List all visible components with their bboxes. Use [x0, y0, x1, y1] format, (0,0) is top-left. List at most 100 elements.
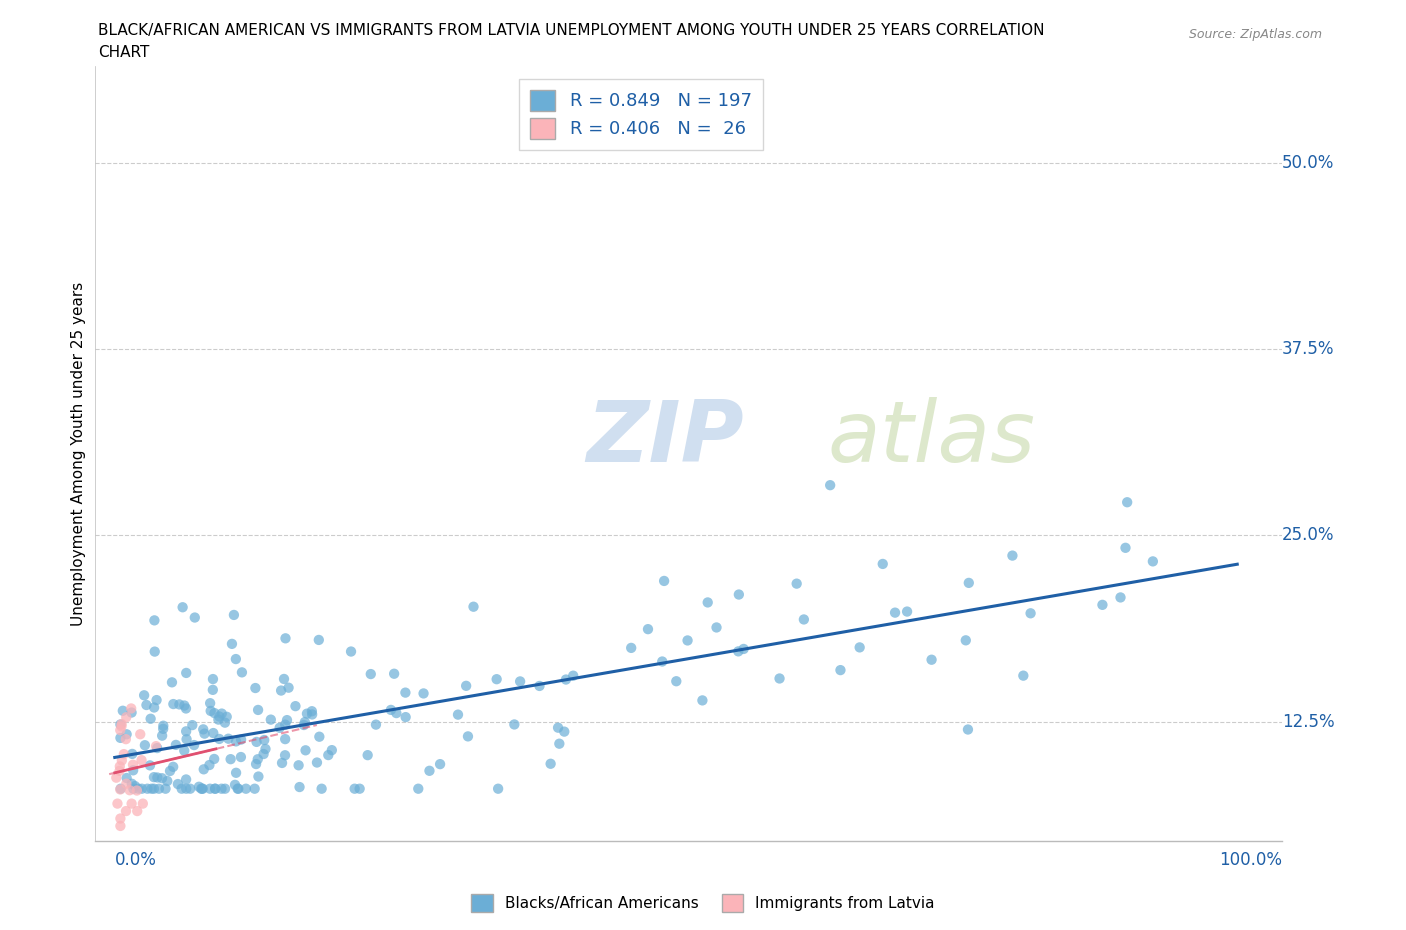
Point — [243, 781, 266, 796]
Point — [167, 777, 190, 791]
Point — [198, 781, 221, 796]
Point — [848, 640, 870, 655]
Point — [308, 632, 330, 647]
Point — [1116, 495, 1139, 510]
Point — [274, 717, 297, 732]
Point — [429, 757, 451, 772]
Point — [127, 781, 149, 796]
Point — [156, 774, 179, 789]
Point — [270, 684, 292, 698]
Point — [219, 751, 242, 766]
Point — [174, 724, 197, 738]
Point — [115, 710, 138, 724]
Point — [224, 777, 246, 792]
Text: 0.0%: 0.0% — [115, 851, 156, 870]
Point — [294, 714, 316, 729]
Point — [127, 804, 149, 818]
Point — [145, 693, 167, 708]
Point — [316, 748, 339, 763]
Point — [305, 755, 328, 770]
Point — [343, 781, 366, 796]
Text: 100.0%: 100.0% — [1219, 851, 1282, 870]
Point — [301, 704, 323, 719]
Point — [143, 781, 166, 796]
Point — [540, 756, 562, 771]
Point — [793, 612, 815, 627]
Point — [169, 697, 191, 711]
Point — [706, 620, 728, 635]
Point — [112, 747, 135, 762]
Point — [727, 587, 749, 602]
Point — [148, 781, 170, 796]
Point — [652, 574, 675, 589]
Point — [235, 781, 257, 796]
Point — [288, 779, 311, 794]
Point — [110, 818, 132, 833]
Point — [665, 674, 688, 689]
Point — [115, 727, 138, 742]
Point — [226, 781, 249, 796]
Point — [457, 729, 479, 744]
Point — [676, 633, 699, 648]
Point — [120, 701, 142, 716]
Point — [193, 722, 215, 737]
Text: 12.5%: 12.5% — [1282, 712, 1334, 731]
Point — [173, 698, 195, 713]
Point — [562, 669, 585, 684]
Point — [174, 701, 197, 716]
Point — [191, 781, 214, 796]
Point — [160, 675, 183, 690]
Text: 37.5%: 37.5% — [1282, 340, 1334, 358]
Point — [274, 732, 297, 747]
Point — [108, 782, 131, 797]
Point — [211, 706, 233, 721]
Point — [768, 671, 790, 686]
Point — [108, 759, 131, 774]
Point — [1019, 605, 1042, 620]
Point — [162, 760, 184, 775]
Point — [463, 599, 485, 614]
Point — [340, 644, 363, 659]
Point — [733, 642, 755, 657]
Text: BLACK/AFRICAN AMERICAN VS IMMIGRANTS FROM LATVIA UNEMPLOYMENT AMONG YOUTH UNDER : BLACK/AFRICAN AMERICAN VS IMMIGRANTS FRO… — [98, 23, 1045, 38]
Point — [956, 722, 979, 737]
Point — [418, 764, 440, 778]
Point — [121, 777, 143, 791]
Point — [382, 666, 405, 681]
Point — [245, 757, 267, 772]
Text: atlas: atlas — [828, 397, 1036, 480]
Point — [321, 743, 343, 758]
Point — [273, 671, 295, 686]
Point — [818, 478, 841, 493]
Point — [145, 738, 167, 753]
Point — [105, 770, 128, 785]
Point — [380, 702, 402, 717]
Point — [165, 737, 187, 752]
Point — [188, 779, 211, 794]
Point — [173, 743, 195, 758]
Point — [118, 783, 141, 798]
Point — [260, 712, 283, 727]
Point — [115, 777, 138, 791]
Point — [360, 667, 382, 682]
Point — [111, 717, 134, 732]
Point — [184, 610, 207, 625]
Point — [349, 781, 371, 796]
Point — [1109, 590, 1132, 604]
Point — [139, 711, 162, 726]
Point — [110, 811, 132, 826]
Point — [121, 705, 143, 720]
Point — [143, 644, 166, 659]
Point — [229, 750, 252, 764]
Point — [269, 721, 291, 736]
Point — [485, 671, 508, 686]
Point — [692, 693, 714, 708]
Point — [284, 698, 307, 713]
Point — [174, 772, 197, 787]
Point — [896, 604, 918, 619]
Point — [884, 605, 907, 620]
Point — [170, 781, 193, 796]
Text: 50.0%: 50.0% — [1282, 154, 1334, 172]
Point — [204, 781, 226, 796]
Point — [395, 710, 418, 724]
